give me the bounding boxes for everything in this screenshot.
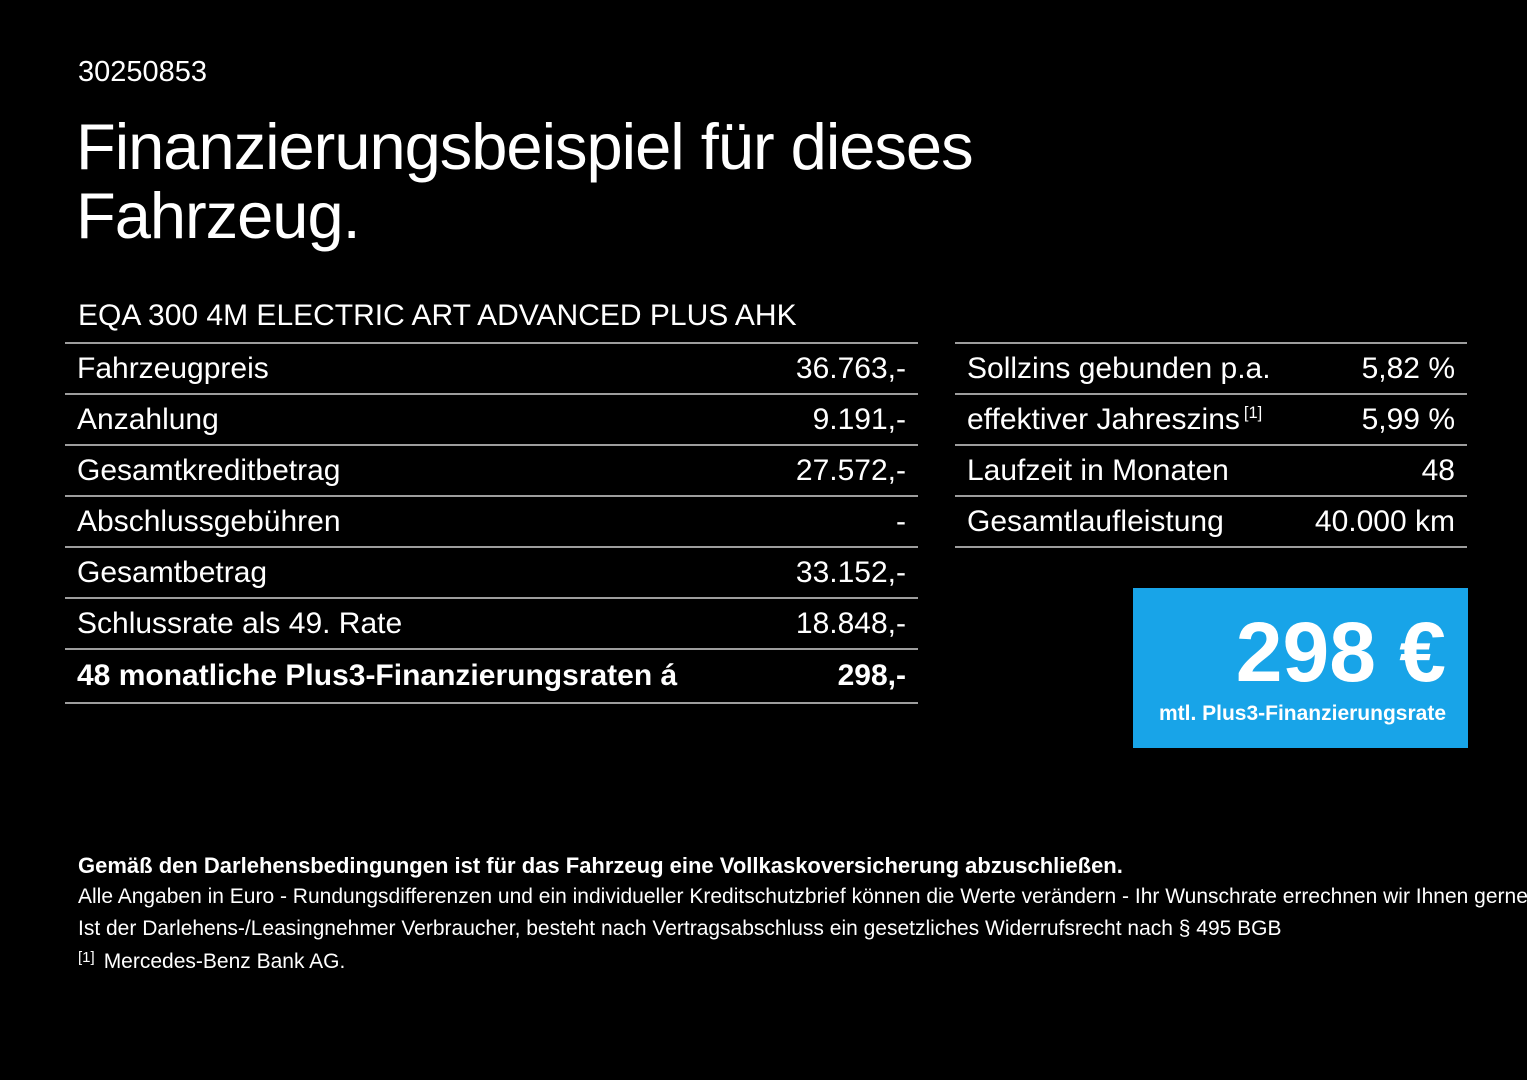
row-label: Gesamtlaufleistung bbox=[967, 504, 1224, 538]
monthly-rate-caption: mtl. Plus3-Finanzierungsrate bbox=[1158, 702, 1446, 725]
row-value: 36.763,- bbox=[795, 351, 906, 385]
row-label: Anzahlung bbox=[77, 402, 219, 436]
table-row-anzahlung: Anzahlung 9.191,- bbox=[65, 393, 918, 444]
row-value: 40.000 km bbox=[1314, 504, 1455, 538]
table-row-fahrzeugpreis: Fahrzeugpreis 36.763,- bbox=[65, 342, 918, 393]
table-row-abschlussgebuehren: Abschlussgebühren - bbox=[65, 495, 918, 546]
table-row-schlussrate: Schlussrate als 49. Rate 18.848,- bbox=[65, 597, 918, 648]
footer-disclaimer-1: Alle Angaben in Euro - Rundungsdifferenz… bbox=[78, 885, 1527, 908]
footnote-text: Mercedes-Benz Bank AG. bbox=[103, 950, 346, 973]
footer-footnote: [1] Mercedes-Benz Bank AG. bbox=[78, 949, 345, 974]
financing-table-right: Sollzins gebunden p.a. 5,82 % effektiver… bbox=[955, 342, 1467, 548]
row-value: 9.191,- bbox=[812, 402, 906, 436]
row-value: 27.572,- bbox=[795, 453, 906, 487]
page-title: Finanzierungsbeispiel für dieses Fahrzeug… bbox=[76, 110, 974, 252]
footnote-marker: [1] bbox=[78, 949, 95, 966]
monthly-rate-box: 298 € mtl. Plus3-Finanzierungsrate bbox=[1133, 588, 1468, 748]
row-value: 33.152,- bbox=[795, 555, 906, 589]
row-label: Fahrzeugpreis bbox=[77, 351, 269, 385]
row-value: 18.848,- bbox=[795, 606, 906, 640]
page-title-line-1: Finanzierungsbeispiel für dieses bbox=[76, 110, 974, 183]
table-row-gesamtbetrag: Gesamtbetrag 33.152,- bbox=[65, 546, 918, 597]
vehicle-name: EQA 300 4M ELECTRIC ART ADVANCED PLUS AH… bbox=[78, 299, 797, 332]
row-value: 298,- bbox=[837, 659, 906, 692]
footnote-ref: [1] bbox=[1243, 403, 1263, 422]
row-label-text: effektiver Jahreszins bbox=[967, 402, 1240, 436]
row-label: Abschlussgebühren bbox=[77, 504, 341, 538]
offer-number: 30250853 bbox=[78, 56, 208, 88]
row-label: Sollzins gebunden p.a. bbox=[967, 351, 1271, 385]
row-label: Laufzeit in Monaten bbox=[967, 453, 1229, 487]
row-label: 48 monatliche Plus3-Finanzierungsraten á bbox=[77, 659, 678, 692]
row-label: Gesamtbetrag bbox=[77, 555, 268, 589]
financing-table-left: Fahrzeugpreis 36.763,- Anzahlung 9.191,-… bbox=[65, 342, 918, 704]
page-title-line-2: Fahrzeug. bbox=[76, 179, 361, 252]
table-row-sollzins: Sollzins gebunden p.a. 5,82 % bbox=[955, 342, 1467, 393]
row-label: Gesamtkreditbetrag bbox=[77, 453, 341, 487]
table-row-monatsrate: 48 monatliche Plus3-Finanzierungsraten á… bbox=[65, 648, 918, 702]
row-value: 5,82 % bbox=[1361, 351, 1455, 385]
table-row-gesamtkreditbetrag: Gesamtkreditbetrag 27.572,- bbox=[65, 444, 918, 495]
row-label: effektiver Jahreszins [1] bbox=[967, 403, 1262, 437]
table-row-laufzeit: Laufzeit in Monaten 48 bbox=[955, 444, 1467, 495]
footer-disclaimer-2: Ist der Darlehens-/Leasingnehmer Verbrau… bbox=[78, 917, 1282, 940]
footer-insurance-note: Gemäß den Darlehensbedingungen ist für d… bbox=[78, 853, 1123, 878]
row-label: Schlussrate als 49. Rate bbox=[77, 606, 403, 640]
row-value: 5,99 % bbox=[1361, 402, 1455, 436]
monthly-rate-amount: 298 € bbox=[1235, 605, 1446, 699]
table-row-effektiver-jahreszins: effektiver Jahreszins [1] 5,99 % bbox=[955, 393, 1467, 444]
row-value: - bbox=[896, 504, 906, 538]
row-value: 48 bbox=[1421, 453, 1455, 487]
table-row-gesamtlaufleistung: Gesamtlaufleistung 40.000 km bbox=[955, 495, 1467, 546]
